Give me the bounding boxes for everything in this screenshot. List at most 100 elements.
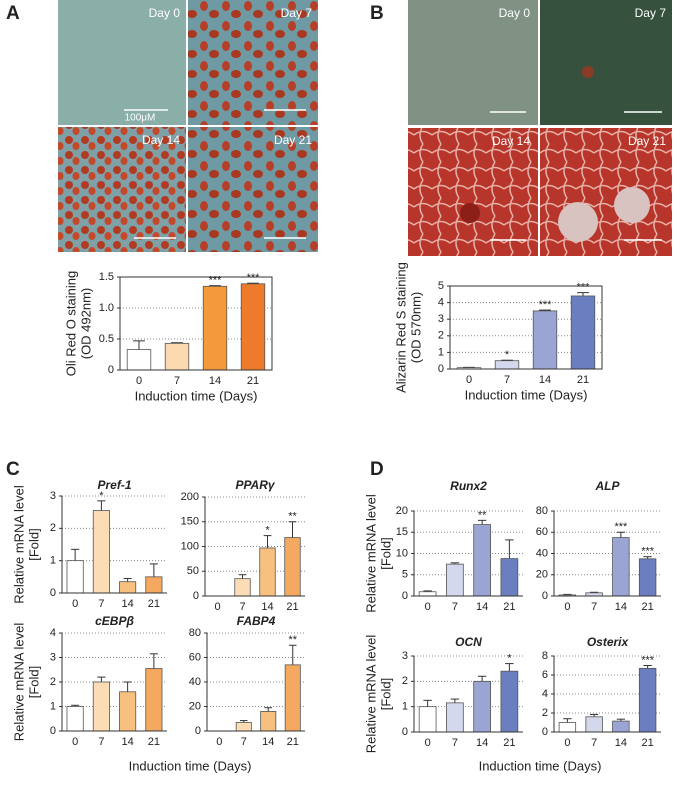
bar (418, 706, 437, 733)
x-tick-label: 14 (122, 736, 134, 748)
y-tick-label: 3 (50, 651, 56, 663)
bar (235, 722, 252, 732)
y-tick-label: 1 (402, 701, 408, 713)
x-tick-label: 21 (577, 374, 589, 386)
x-tick-label: 7 (452, 737, 458, 749)
y-axis-label: (OD 570nm) (408, 292, 423, 364)
chart-title: FABP4 (237, 614, 276, 628)
chart-title: PPARγ (235, 478, 275, 492)
significance: *** (539, 299, 553, 311)
x-tick-label: 14 (262, 736, 274, 748)
significance: * (265, 525, 270, 537)
y-tick-label: 0 (438, 363, 444, 375)
x-tick-label: 7 (591, 601, 597, 613)
x-tick-label: 0 (214, 601, 220, 613)
bar (145, 576, 163, 594)
bar (126, 349, 152, 371)
bar (145, 668, 163, 732)
y-tick-label: 40 (189, 676, 201, 688)
y-axis-label: (OD 492nm) (78, 288, 93, 360)
bar (473, 524, 491, 597)
y-tick-label: 6 (542, 669, 548, 681)
significance: ** (288, 511, 297, 523)
chart-title: OCN (455, 635, 482, 649)
significance: *** (209, 275, 223, 287)
significance: *** (641, 654, 655, 666)
y-tick-label: 2 (402, 675, 408, 687)
bar (494, 360, 520, 370)
y-tick-label: 4 (438, 297, 444, 309)
x-tick-label: 14 (122, 598, 134, 610)
x-tick-label: 0 (72, 736, 78, 748)
bar (446, 702, 464, 733)
panel-label: D (370, 459, 384, 480)
micrograph-label: Day 0 (499, 6, 531, 20)
y-axis-label: [Fold] (378, 678, 393, 711)
y-tick-label: 0 (50, 725, 56, 737)
micrograph (540, 128, 672, 256)
x-tick-label: 21 (642, 737, 654, 749)
bar (612, 720, 630, 733)
bar (92, 681, 110, 732)
micrograph-label: Day 0 (149, 6, 181, 20)
nodule (614, 187, 650, 223)
significance: *** (641, 546, 655, 558)
nodule (558, 202, 598, 242)
x-tick-label: 7 (241, 736, 247, 748)
micrograph (58, 0, 186, 125)
y-axis-label: Alizarin Red S staining (393, 262, 408, 393)
y-tick-label: 3 (402, 650, 408, 662)
bar (446, 563, 464, 597)
micrograph-label: Day 21 (628, 134, 666, 148)
y-tick-label: 2 (438, 330, 444, 342)
plot-frame (119, 276, 273, 371)
bar (234, 578, 251, 597)
y-tick-label: 0 (108, 364, 114, 376)
y-tick-label: 0 (402, 590, 408, 602)
micrograph-label: Day 21 (274, 133, 312, 147)
y-axis-label: Oli Red O staining (63, 271, 78, 377)
plot-frame (449, 285, 603, 370)
panel-label: C (6, 459, 20, 480)
y-tick-label: 50 (187, 565, 199, 577)
y-tick-label: 100 (181, 540, 199, 552)
y-axis-label: Relative mRNA level (11, 485, 26, 604)
micrograph-label: Day 7 (635, 6, 667, 20)
y-tick-label: 10 (396, 547, 408, 559)
bar (638, 667, 657, 733)
x-tick-label: 0 (425, 737, 431, 749)
y-tick-label: 40 (536, 547, 548, 559)
chart-title: Pref-1 (97, 478, 131, 492)
nodule (582, 66, 594, 78)
y-tick-label: 60 (536, 526, 548, 538)
y-tick-label: 1 (50, 555, 56, 567)
bar (570, 295, 596, 370)
x-axis-label: Induction time (Days) (465, 387, 588, 402)
bar (284, 537, 301, 597)
y-tick-label: 0 (193, 590, 199, 602)
x-tick-label: 7 (98, 736, 104, 748)
y-tick-label: 200 (181, 491, 199, 503)
y-tick-label: 4 (542, 688, 548, 700)
y-axis-label: Relative mRNA level (363, 635, 378, 754)
micrographs-a: Day 0 Day 7 Day 14 Day 21 100μM (58, 0, 318, 252)
x-tick-label: 0 (425, 601, 431, 613)
x-tick-label: 21 (287, 736, 299, 748)
nodule (460, 203, 480, 223)
bar (418, 591, 437, 597)
y-tick-label: 0 (50, 587, 56, 599)
micrograph-label: Day 14 (142, 133, 180, 147)
y-axis-label: [Fold] (26, 528, 41, 561)
x-tick-label: 7 (239, 601, 245, 613)
bar (500, 558, 519, 597)
x-tick-label: 0 (72, 598, 78, 610)
bar (473, 680, 491, 733)
y-tick-label: 150 (181, 516, 199, 528)
chart-title: ALP (595, 479, 621, 493)
panel-label: A (6, 3, 20, 24)
x-tick-label: 7 (591, 737, 597, 749)
significance: ** (478, 509, 487, 521)
x-tick-label: 14 (261, 601, 273, 613)
x-tick-label: 21 (148, 598, 160, 610)
